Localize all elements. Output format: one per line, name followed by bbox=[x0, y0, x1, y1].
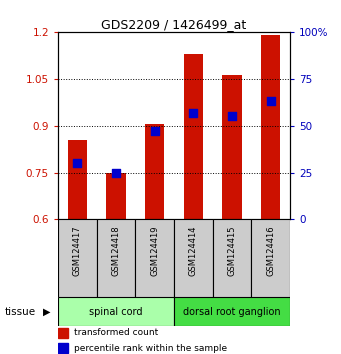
Bar bbox=[212, 219, 251, 297]
Text: GSM124417: GSM124417 bbox=[73, 226, 82, 276]
Point bbox=[191, 110, 196, 115]
Text: GSM124419: GSM124419 bbox=[150, 226, 159, 276]
Bar bbox=[58, 343, 69, 353]
Bar bbox=[135, 219, 174, 297]
Point bbox=[75, 160, 80, 166]
Title: GDS2209 / 1426499_at: GDS2209 / 1426499_at bbox=[101, 18, 247, 31]
Bar bbox=[251, 219, 290, 297]
Bar bbox=[58, 328, 69, 338]
Bar bbox=[174, 297, 290, 326]
Bar bbox=[106, 173, 125, 219]
Bar bbox=[58, 219, 97, 297]
Text: transformed count: transformed count bbox=[74, 328, 159, 337]
Bar bbox=[145, 124, 164, 219]
Bar bbox=[261, 35, 280, 219]
Text: dorsal root ganglion: dorsal root ganglion bbox=[183, 307, 281, 316]
Text: spinal cord: spinal cord bbox=[89, 307, 143, 316]
Text: GSM124414: GSM124414 bbox=[189, 226, 198, 276]
Point bbox=[268, 98, 273, 104]
Text: GSM124415: GSM124415 bbox=[227, 226, 236, 276]
Bar bbox=[174, 219, 212, 297]
Bar bbox=[68, 140, 87, 219]
Bar bbox=[58, 297, 174, 326]
Bar bbox=[222, 75, 241, 219]
Text: tissue: tissue bbox=[5, 307, 36, 316]
Bar bbox=[97, 219, 135, 297]
Point bbox=[229, 113, 235, 119]
Text: ▶: ▶ bbox=[43, 307, 50, 316]
Text: GSM124416: GSM124416 bbox=[266, 226, 275, 276]
Text: GSM124418: GSM124418 bbox=[112, 226, 120, 276]
Text: percentile rank within the sample: percentile rank within the sample bbox=[74, 344, 227, 353]
Point bbox=[152, 129, 157, 134]
Point bbox=[113, 170, 119, 175]
Bar bbox=[183, 54, 203, 219]
